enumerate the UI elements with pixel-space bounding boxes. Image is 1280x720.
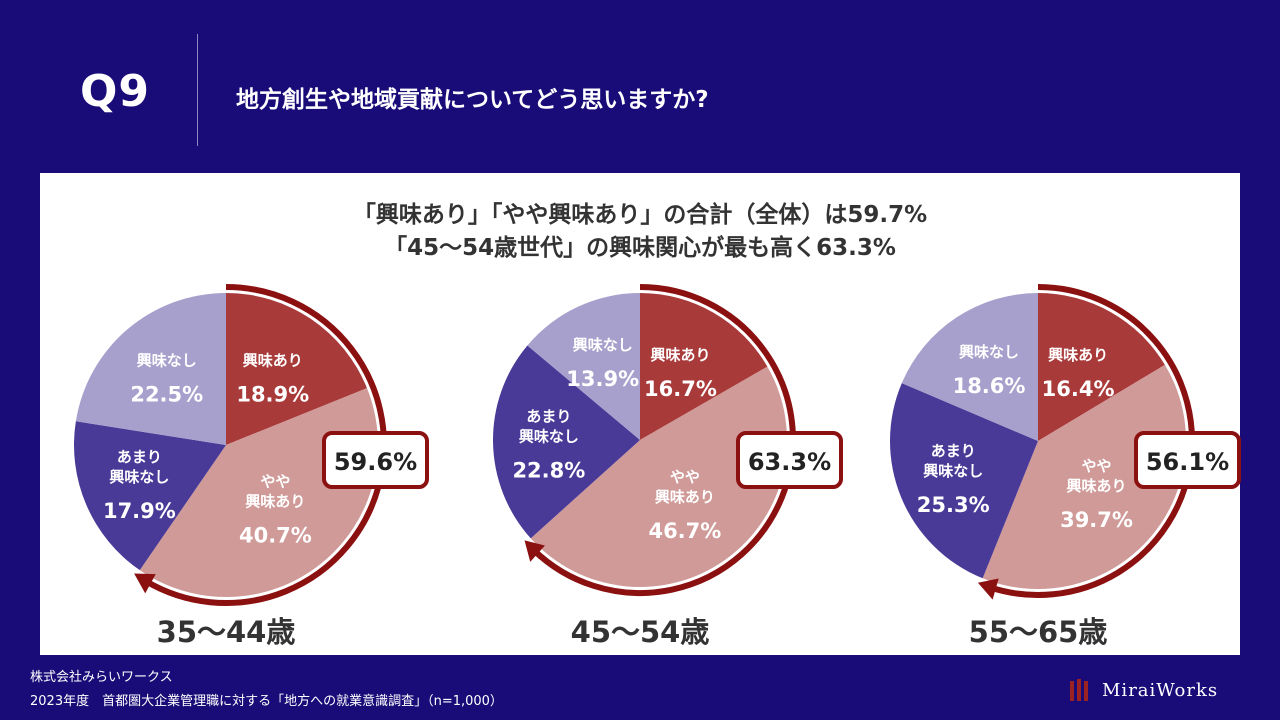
slice-label-interested: 興味あり: [650, 346, 710, 364]
slice-label-interested: 興味あり: [243, 352, 303, 370]
total-arrow-head-icon: [524, 540, 545, 562]
question-text: 地方創生や地域貢献についてどう思いますか?: [236, 87, 709, 113]
slice-value-interested: 16.7%: [644, 377, 717, 401]
logo-mark-icon: [1070, 679, 1088, 701]
pie-slice-somewhat_interested: [139, 388, 378, 597]
total-arrow-arc: [531, 284, 796, 596]
slice-label-not_interested: 興味なし: [573, 336, 633, 354]
total-arrow-head-icon: [134, 573, 156, 594]
age-group-title: 45～54歳: [571, 615, 710, 649]
slice-label-not_very_interested: あまり: [931, 442, 976, 460]
headline-line-2: 「45～54歳世代」の興味関心が最も高く63.3%: [384, 235, 896, 261]
slice-label-not_very_interested: 興味なし: [109, 468, 169, 486]
footer-source: 2023年度 首都圏大企業管理職に対する「地方への就業意識調査」（n=1,000…: [30, 694, 503, 709]
slice-label-somewhat_interested: 興味あり: [655, 488, 715, 506]
slice-value-not_very_interested: 22.8%: [512, 459, 585, 483]
mirai-works-logo: MiraiWorks: [1068, 674, 1218, 706]
pie-slice-interested: [1038, 293, 1165, 441]
pie-slice-somewhat_interested: [530, 366, 788, 588]
total-label: 63.3%: [748, 448, 831, 476]
logo-text: MiraiWorks: [1102, 679, 1219, 701]
slice-label-somewhat_interested: やや: [1082, 457, 1112, 475]
slice-label-not_very_interested: 興味なし: [519, 428, 579, 446]
total-box: [1134, 431, 1241, 489]
slice-value-interested: 16.4%: [1042, 377, 1115, 401]
slice-value-not_interested: 22.5%: [130, 383, 203, 407]
pie-slice-not_interested: [75, 293, 226, 445]
slice-label-not_very_interested: あまり: [526, 408, 571, 426]
pie-slice-not_very_interested: [493, 345, 640, 539]
total-label: 59.6%: [334, 448, 417, 476]
pie-slice-interested: [640, 293, 768, 440]
slice-label-somewhat_interested: 興味あり: [245, 493, 305, 511]
age-group-title: 55～65歳: [969, 615, 1108, 649]
slice-label-not_very_interested: あまり: [117, 448, 162, 466]
total-arrow-head-icon: [977, 578, 999, 600]
slice-value-somewhat_interested: 46.7%: [648, 519, 721, 543]
slice-label-somewhat_interested: やや: [670, 468, 700, 486]
header-divider: [197, 34, 198, 146]
pie-slice-not_interested: [527, 293, 640, 440]
slice-label-somewhat_interested: やや: [260, 473, 290, 491]
slice-value-not_very_interested: 17.9%: [103, 499, 176, 523]
slice-label-not_very_interested: 興味なし: [923, 462, 983, 480]
slice-label-somewhat_interested: 興味あり: [1067, 477, 1127, 495]
total-box: [736, 431, 843, 489]
slice-value-somewhat_interested: 39.7%: [1060, 508, 1133, 532]
slice-value-not_interested: 18.6%: [953, 374, 1026, 398]
pie-slice-not_very_interested: [74, 421, 226, 571]
slice-value-not_interested: 13.9%: [566, 367, 639, 391]
age-group-title: 35～44歳: [157, 615, 296, 649]
slice-value-interested: 18.9%: [236, 383, 309, 407]
headline-line-1: 「興味あり」「やや興味あり」の合計（全体）は59.7%: [352, 202, 928, 228]
slice-value-somewhat_interested: 40.7%: [239, 524, 312, 548]
slice-value-not_very_interested: 25.3%: [917, 493, 990, 517]
pie-slice-not_very_interested: [889, 383, 1038, 579]
total-label: 56.1%: [1146, 448, 1229, 476]
total-box: [322, 431, 429, 489]
pie-slice-somewhat_interested: [982, 364, 1186, 590]
slice-label-not_interested: 興味なし: [137, 352, 197, 370]
pie-slice-not_interested: [901, 293, 1038, 441]
slice-label-not_interested: 興味なし: [959, 343, 1019, 361]
footer-company: 株式会社みらいワークス: [30, 670, 173, 685]
question-number: Q9: [80, 66, 151, 117]
slice-label-interested: 興味あり: [1048, 346, 1108, 364]
pie-slice-interested: [226, 293, 367, 445]
